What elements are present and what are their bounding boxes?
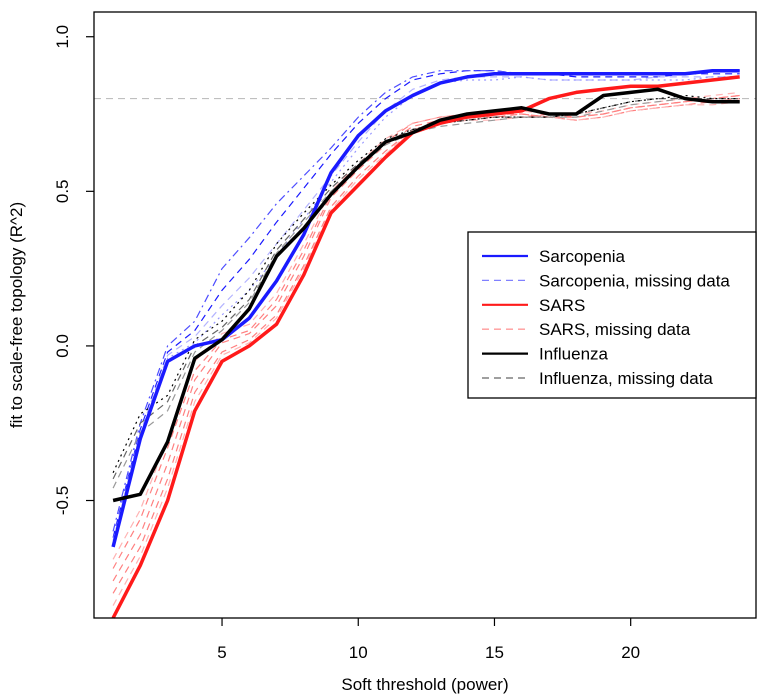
y-axis-title: fit to scale-free topology (R^2) xyxy=(7,202,26,428)
y-tick-label: 0.5 xyxy=(53,180,72,204)
y-tick-label: -0.5 xyxy=(53,486,72,515)
x-tick-label: 5 xyxy=(217,643,226,662)
x-tick-label: 20 xyxy=(621,643,640,662)
axes-layer: 5 10 15 20 -0.5 0.0 0.5 1.0 xyxy=(53,25,640,662)
series-line-14 xyxy=(112,97,740,489)
legend-label: Influenza, missing data xyxy=(539,369,713,388)
series-line-7 xyxy=(112,98,740,582)
legend-box xyxy=(467,231,757,399)
y-tick-label: 0.0 xyxy=(53,334,72,358)
x-tick-label: 10 xyxy=(349,643,368,662)
legend-label: Influenza xyxy=(539,345,609,364)
x-tick-label: 15 xyxy=(485,643,504,662)
series-layer xyxy=(111,68,740,619)
series-line-1 xyxy=(112,70,740,538)
legend-label: Sarcopenia, missing data xyxy=(539,271,730,290)
legend: Sarcopenia Sarcopenia, missing data SARS SA… xyxy=(467,231,757,399)
y-tick-label: 1.0 xyxy=(53,25,72,49)
series-line-11 xyxy=(112,87,740,503)
legend-label: Sarcopenia xyxy=(539,247,626,266)
series-line-8 xyxy=(112,94,740,569)
legend-label: SARS xyxy=(539,296,585,315)
legend-label: SARS, missing data xyxy=(539,320,691,339)
x-axis-title: Soft threshold (power) xyxy=(341,675,508,694)
series-line-13 xyxy=(112,94,740,473)
